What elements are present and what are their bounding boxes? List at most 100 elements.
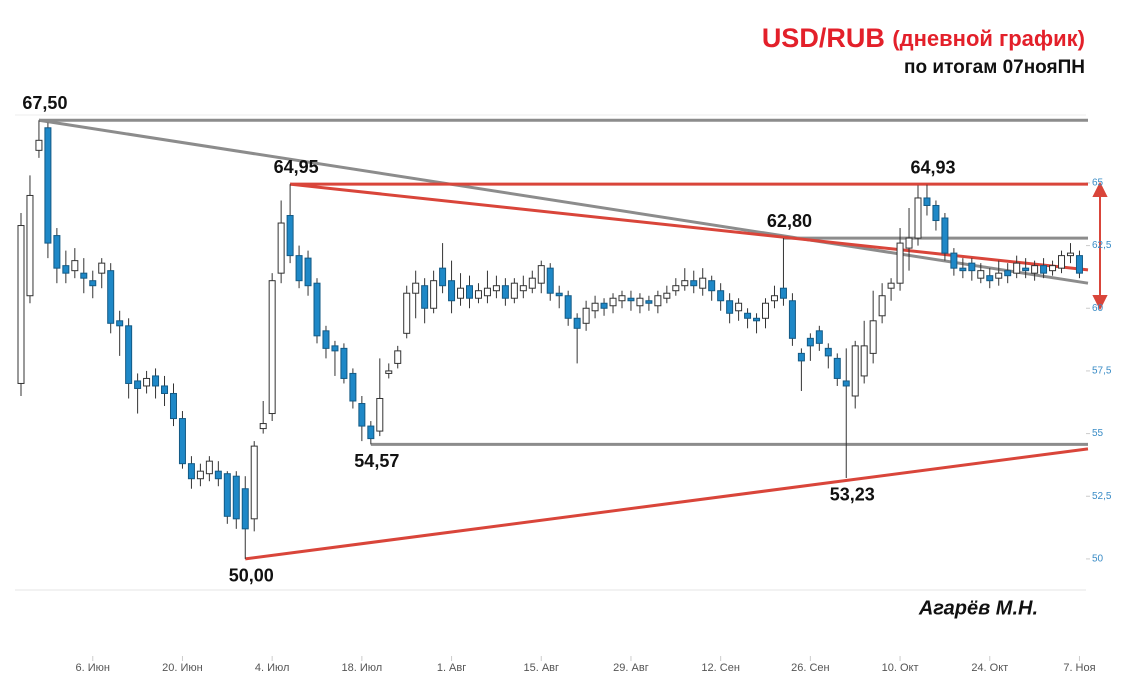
candle-body [914, 197, 922, 239]
candle-body [53, 235, 61, 269]
y-tick-label: 62,5 [1092, 240, 1112, 251]
candle-body [134, 380, 142, 389]
candle-body [654, 295, 662, 307]
candle-body [403, 292, 411, 334]
candle-body [466, 285, 473, 299]
annotation-label: 64,93 [910, 157, 955, 177]
candle-body [762, 302, 770, 319]
candle-body [708, 280, 716, 292]
x-tick-label: 20. Июн [162, 662, 203, 674]
candle-body [519, 285, 527, 292]
candle-body [824, 347, 832, 357]
candle-body [448, 280, 456, 302]
annotation-label: 67,50 [22, 93, 67, 113]
candle-body [537, 265, 545, 284]
candle-body [367, 425, 375, 440]
candle-body [277, 222, 285, 274]
annotation-label: 62,80 [767, 211, 812, 231]
candle-body [779, 287, 787, 299]
candle-body [412, 282, 420, 294]
candle-body [241, 488, 249, 530]
candle-body [923, 197, 931, 206]
x-tick-label: 15. Авг [523, 662, 559, 674]
candle-body [421, 285, 429, 309]
x-tick-label: 1. Авг [437, 662, 466, 674]
candle-body [618, 295, 626, 302]
candle-body [492, 285, 500, 292]
candle-body [322, 330, 330, 349]
candle-body [1066, 252, 1074, 257]
x-tick-label: 10. Окт [882, 662, 919, 674]
candle-body [169, 392, 177, 420]
candle-body [600, 302, 608, 309]
candle-body [214, 470, 222, 480]
candle-body [878, 295, 886, 317]
annotation-label: 64,95 [274, 157, 319, 177]
candle-body [1031, 265, 1039, 274]
author: Агарёв М.Н. [918, 597, 1038, 619]
candle-body [313, 282, 321, 337]
candle-body [833, 357, 841, 379]
candle-body [977, 270, 985, 279]
candle-body [815, 330, 823, 344]
candle-body [474, 290, 482, 299]
candle-body [573, 317, 581, 329]
candle-body [286, 215, 294, 257]
candle-body [797, 352, 805, 362]
candle-body [564, 295, 572, 319]
trend-line [289, 182, 1089, 272]
candle-body [178, 418, 186, 465]
candle-body [968, 262, 976, 272]
candle-body [699, 277, 707, 289]
candle-body [609, 297, 617, 307]
candle-body [295, 255, 303, 282]
candle-body [44, 127, 52, 244]
candle-body [205, 460, 213, 475]
candle-body [950, 252, 958, 269]
candle-body [744, 312, 752, 319]
trend-line [38, 118, 1089, 285]
annotation-label: 54,57 [354, 451, 399, 471]
candle-body [788, 300, 796, 339]
candle-body [62, 265, 70, 274]
candle-body [1004, 270, 1012, 277]
candle-body [26, 194, 34, 297]
candle-body [439, 267, 447, 287]
arrow-head [1092, 181, 1108, 197]
candle-body [941, 217, 949, 254]
candle-body [582, 307, 590, 324]
y-tick-label: 60 [1092, 303, 1104, 314]
candle-body [896, 242, 904, 284]
candle-body [98, 262, 106, 274]
candle-body [510, 282, 518, 299]
candle-body [304, 257, 312, 287]
candle-body [528, 277, 536, 289]
x-tick-label: 24. Окт [971, 662, 1008, 674]
candle-body [1022, 267, 1030, 272]
candle-body [358, 403, 366, 427]
candle-body [627, 297, 635, 302]
candle-body [806, 337, 814, 347]
candle-body [1058, 255, 1066, 269]
x-tick-label: 29. Авг [613, 662, 649, 674]
candle-body [107, 270, 115, 324]
candle-body [349, 372, 357, 402]
trend-line [245, 447, 1089, 561]
candle-body [501, 285, 509, 299]
title-main: USD/RUB [762, 23, 885, 53]
candle-body [663, 292, 671, 299]
candle-body [268, 280, 276, 415]
candle-body [457, 287, 465, 299]
y-tick-label: 57,5 [1092, 366, 1112, 377]
x-tick-label: 12. Сен [701, 662, 739, 674]
candle-body [187, 463, 195, 480]
chart-title: USD/RUB (дневной график) [762, 23, 1085, 53]
candle-body [143, 377, 151, 387]
arrow-head [1092, 295, 1108, 311]
candle-body [161, 385, 169, 394]
candle-body [483, 287, 491, 297]
candle-body [905, 237, 913, 249]
annotation-label: 50,00 [229, 566, 274, 586]
subtitle: по итогам 07нояПН [904, 57, 1085, 78]
candle-body [770, 295, 778, 302]
